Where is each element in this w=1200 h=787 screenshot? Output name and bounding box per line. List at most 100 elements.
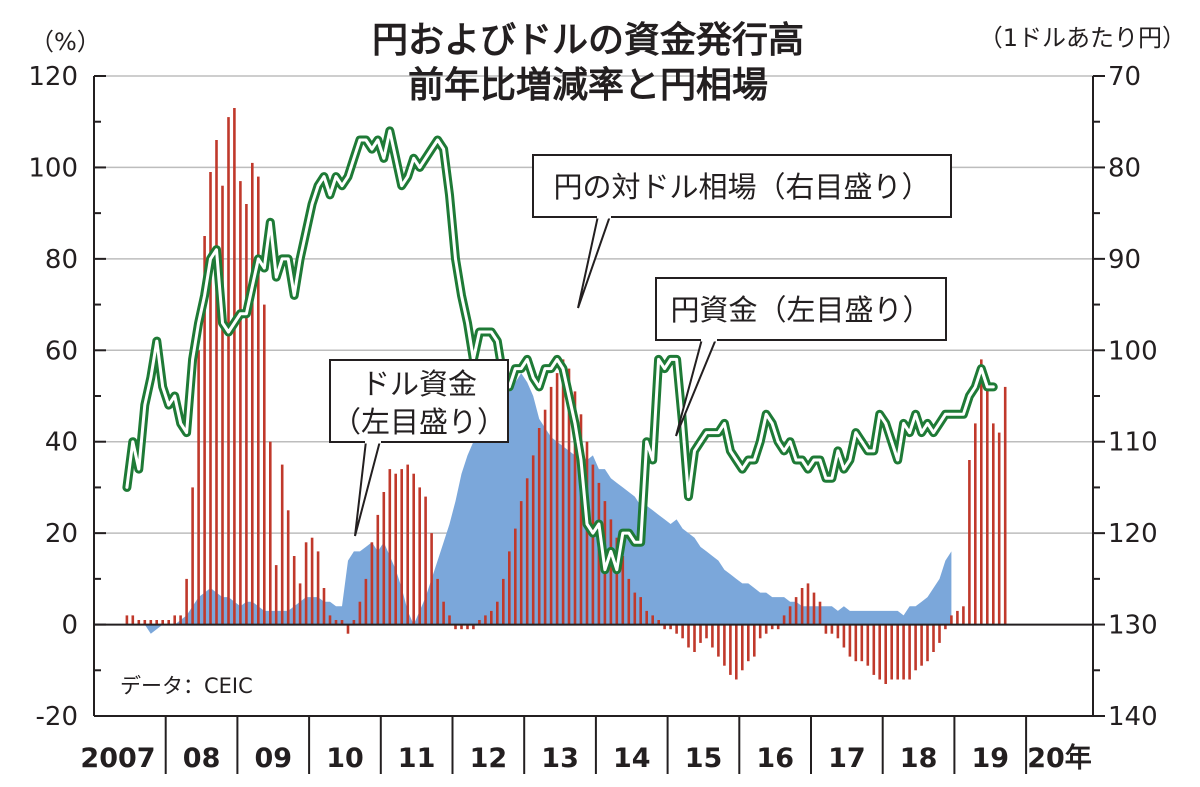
dollar-fund-bar — [628, 579, 631, 625]
right-tick-label: 70 — [1108, 62, 1141, 92]
dollar-fund-bar — [323, 588, 326, 625]
dollar-fund-bar — [795, 597, 798, 624]
x-tick-label: 2007 — [80, 743, 155, 774]
dollar-fund-bar — [383, 492, 386, 625]
dollar-fund-bar — [639, 597, 642, 624]
dollar-fund-bar — [610, 519, 613, 624]
dollar-fund-bar — [1004, 387, 1007, 625]
dollar-fund-bar — [819, 602, 822, 625]
left-tick-label: 80 — [45, 245, 78, 275]
callout-dollar-fund-text-line2: （左目盛り） — [332, 405, 506, 439]
dollar-fund-bar — [968, 460, 971, 625]
dollar-fund-bar — [711, 625, 714, 648]
dollar-fund-bar — [484, 615, 487, 624]
dollar-fund-bar — [550, 387, 553, 625]
dollar-fund-bar — [813, 593, 816, 625]
dollar-fund-bar — [544, 410, 547, 625]
dollar-fund-bar — [753, 625, 756, 657]
dollar-fund-bar — [293, 556, 296, 625]
x-tick-label: 15 — [685, 743, 723, 774]
dollar-fund-bar — [132, 615, 135, 624]
dollar-fund-bar — [263, 305, 266, 625]
dollar-fund-bar — [932, 625, 935, 652]
dollar-fund-bar — [634, 593, 637, 625]
dollar-fund-bar — [980, 359, 983, 624]
dollar-fund-bar — [873, 625, 876, 675]
dollar-fund-bar — [520, 501, 523, 624]
dollar-fund-bar — [179, 615, 182, 624]
dollar-fund-bar — [986, 387, 989, 625]
dollar-fund-bar — [765, 625, 768, 634]
x-tick-label: 12 — [470, 743, 508, 774]
chart-title-line2: 前年比増減率と円相場 — [408, 65, 768, 106]
dollar-fund-bar — [645, 611, 648, 625]
dollar-fund-bar — [741, 625, 744, 671]
dollar-fund-bar — [884, 625, 887, 684]
dollar-fund-bar — [508, 551, 511, 624]
x-tick-label: 20年 — [1027, 742, 1092, 774]
dollar-fund-bar — [442, 602, 445, 625]
dollar-fund-bar — [896, 625, 899, 680]
dollar-fund-bar — [789, 606, 792, 624]
dollar-fund-bar — [705, 625, 708, 639]
dollar-fund-bar — [914, 625, 917, 671]
dollar-fund-bar — [855, 625, 858, 662]
dollar-fund-bar — [221, 186, 224, 625]
dollar-fund-bar — [783, 615, 786, 624]
dollar-fund-bar — [191, 487, 194, 624]
left-tick-label: 60 — [45, 336, 78, 366]
dollar-fund-bar — [992, 423, 995, 624]
dollar-fund-bar — [514, 529, 517, 625]
x-tick-label: 16 — [756, 743, 794, 774]
dollar-fund-bar — [729, 625, 732, 675]
dollar-fund-bar — [251, 163, 254, 625]
dollar-fund-bar — [807, 583, 810, 624]
dollar-fund-bar — [209, 172, 212, 625]
dollar-fund-bar — [759, 625, 762, 639]
dollar-fund-bar — [837, 625, 840, 639]
dollar-fund-bar — [998, 433, 1001, 625]
dollar-fund-bar — [233, 108, 236, 625]
x-tick-label: 09 — [255, 743, 293, 774]
dollar-fund-bar — [920, 625, 923, 666]
x-tick-label: 18 — [900, 743, 938, 774]
dollar-fund-bar — [693, 625, 696, 652]
dollar-fund-bar — [197, 350, 200, 624]
dollar-fund-bar — [371, 542, 374, 624]
dollar-fund-bar — [406, 465, 409, 625]
chart-title-line1: 円およびドルの資金発行高 — [372, 19, 804, 61]
dollar-fund-bar — [538, 428, 541, 625]
dollar-fund-bar — [365, 579, 368, 625]
left-axis-unit: （%） — [30, 28, 101, 56]
dollar-fund-bar — [311, 538, 314, 625]
dollar-fund-bar — [687, 625, 690, 648]
left-tick-label: -20 — [36, 702, 78, 732]
dollar-fund-bar — [347, 625, 350, 634]
dollar-fund-bar — [532, 455, 535, 624]
dollar-fund-bar — [377, 515, 380, 625]
x-tick-label: 13 — [541, 743, 579, 774]
dollar-fund-bar — [436, 579, 439, 625]
dollar-fund-bar — [556, 373, 559, 624]
dollar-fund-bar — [418, 487, 421, 624]
x-tick-label: 17 — [828, 743, 866, 774]
dollar-fund-bar — [825, 625, 828, 634]
dollar-fund-bar — [502, 579, 505, 625]
dollar-fund-bar — [424, 497, 427, 625]
dollar-fund-bar — [902, 625, 905, 680]
dollar-fund-bar — [926, 625, 929, 662]
dollar-fund-bar — [496, 602, 499, 625]
source-label: データ：CEIC — [120, 674, 253, 698]
dollar-fund-bar — [801, 588, 804, 625]
dollar-fund-bar — [299, 583, 302, 624]
dollar-fund-bar — [400, 469, 403, 624]
right-tick-label: 140 — [1108, 702, 1158, 732]
dollar-fund-bar — [215, 140, 218, 625]
dollar-fund-bar — [275, 565, 278, 624]
dollar-fund-bar — [878, 625, 881, 680]
dollar-fund-bar — [938, 625, 941, 643]
left-tick-label: 20 — [45, 519, 78, 549]
right-tick-label: 80 — [1108, 153, 1141, 183]
dollar-fund-bar — [185, 579, 188, 625]
dollar-fund-bar — [126, 615, 129, 624]
